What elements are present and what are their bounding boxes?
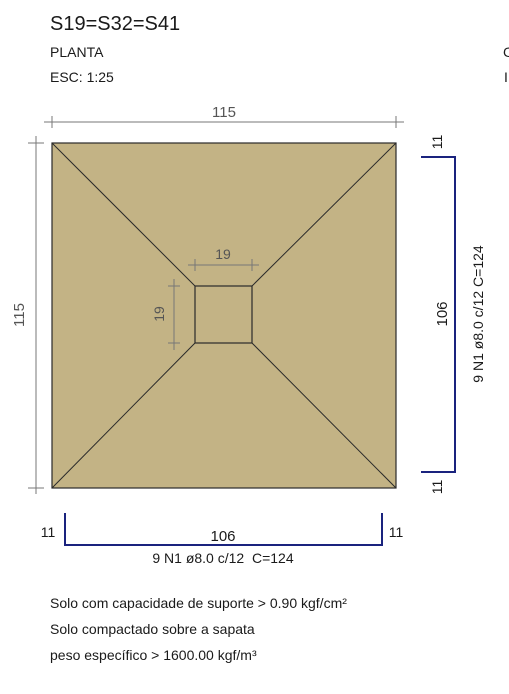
scale-label: ESC: 1:25 — [50, 69, 114, 85]
column-width-dimension — [188, 259, 259, 271]
column-width-label: 19 — [215, 246, 231, 262]
rebar-vertical-bottom-hook: 11 — [429, 480, 445, 495]
cropped-glyph-top: C — [503, 44, 509, 60]
rebar-horizontal-left-hook: 11 — [41, 524, 56, 540]
rebar-horizontal-spec: 9 N1 ø8.0 c/12 C=124 — [152, 550, 293, 566]
column-length-dimension — [168, 279, 180, 350]
rebar-horizontal-right-hook: 11 — [389, 524, 404, 540]
view-label: PLANTA — [50, 44, 104, 60]
column-length-label: 19 — [151, 306, 167, 322]
rebar-horizontal — [64, 513, 383, 546]
rebar-horizontal-length: 106 — [210, 528, 235, 545]
overall-length-label: 115 — [11, 303, 28, 327]
overall-width-label: 115 — [212, 104, 236, 121]
rebar-vertical-spec: 9 N1 ø8.0 c/12 C=124 — [470, 245, 486, 383]
overall-width-dimension — [44, 116, 404, 128]
rebar-vertical-top-hook: 11 — [429, 135, 445, 150]
drawing-title: S19=S32=S41 — [50, 13, 180, 35]
footing-slope-lines — [51, 142, 397, 489]
rebar-vertical — [421, 156, 456, 473]
rebar-vertical-length: 106 — [434, 301, 451, 326]
cropped-glyph-bottom: I — [504, 69, 508, 85]
overall-length-dimension — [28, 136, 44, 494]
note-soil-capacity: Solo com capacidade de suporte > 0.90 kg… — [50, 595, 347, 611]
note-soil-compacted: Solo compactado sobre a sapata — [50, 621, 255, 637]
note-specific-weight: peso específico > 1600.00 kgf/m³ — [50, 647, 257, 663]
column-outline — [194, 285, 253, 344]
